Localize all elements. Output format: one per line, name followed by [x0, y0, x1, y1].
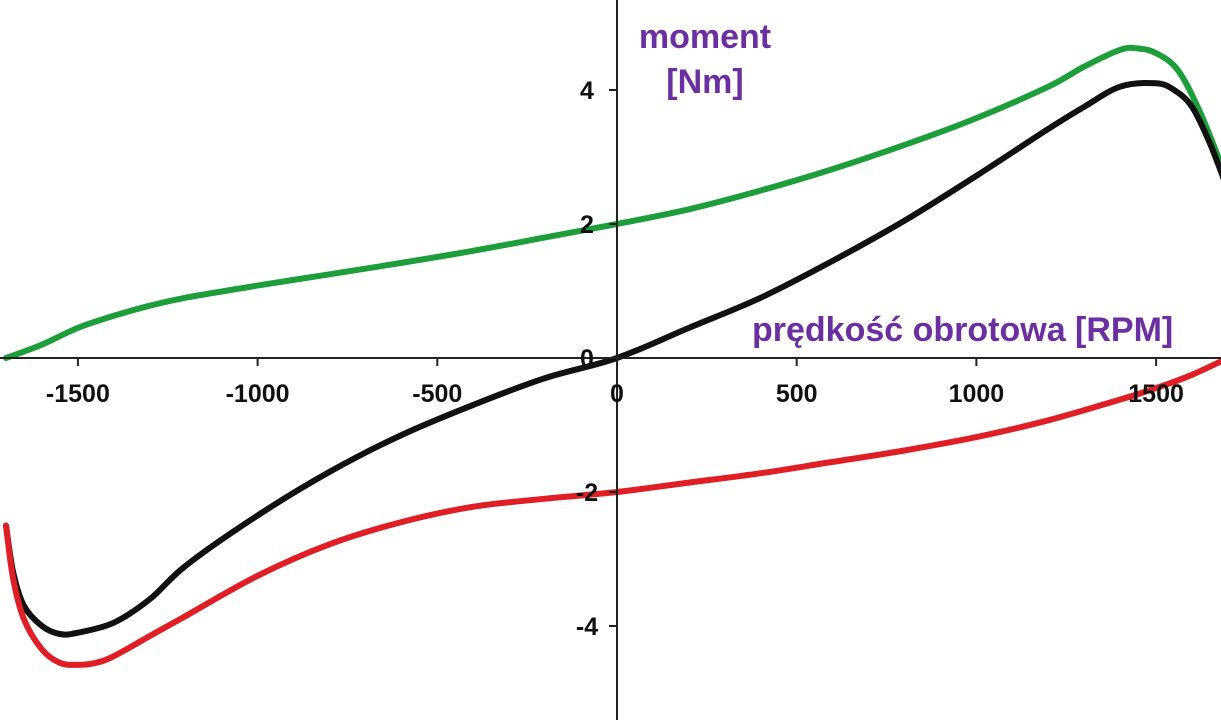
x-tick-group: -1500 -1000 -500 0 500 1000 1500	[46, 358, 1184, 408]
x-tick-label: 0	[610, 380, 624, 408]
x-tick-label: 500	[776, 380, 818, 408]
y-tick-label: 4	[580, 77, 594, 105]
black-series-line	[3, 80, 1221, 638]
curves-layer	[3, 44, 1221, 668]
green-series-line	[3, 44, 1221, 361]
y-tick-label: 0	[580, 345, 594, 373]
x-axis-title: prędkość obrotowa [RPM]	[752, 311, 1173, 349]
x-tick-label: 1500	[1128, 380, 1184, 408]
x-tick-label: -1000	[226, 380, 290, 408]
y-axis-title-line1: moment	[639, 18, 771, 56]
x-tick-label: -1500	[46, 380, 110, 408]
y-tick-group: -4 -2 0 2 4	[576, 77, 617, 641]
y-tick-label: 2	[580, 211, 594, 239]
y-axis-title-line2: [Nm]	[666, 63, 743, 101]
x-tick-label: -500	[412, 380, 462, 408]
x-tick-label: 1000	[949, 380, 1005, 408]
y-tick-label: -4	[576, 613, 598, 641]
red-series-line	[3, 358, 1221, 668]
y-tick-label: -2	[576, 479, 598, 507]
